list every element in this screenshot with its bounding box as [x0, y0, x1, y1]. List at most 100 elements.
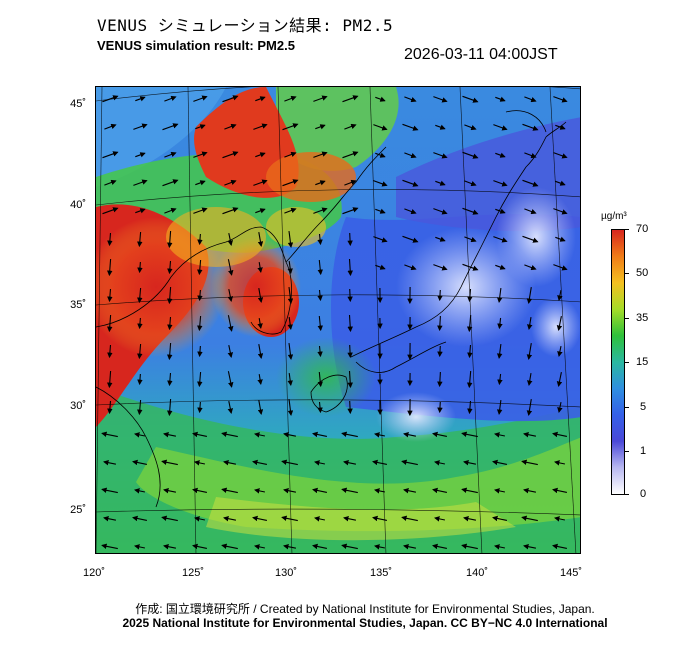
- wind-arrow: [342, 151, 359, 159]
- wind-arrow: [283, 543, 297, 550]
- wind-arrow: [433, 208, 448, 215]
- wind-arrow: [556, 371, 563, 387]
- wind-arrow: [101, 487, 118, 494]
- wind-arrow: [162, 123, 179, 131]
- wind-arrow: [524, 152, 537, 159]
- wind-arrow: [227, 232, 234, 246]
- wind-arrow: [313, 207, 328, 214]
- wind-arrow: [554, 516, 566, 522]
- wind-arrow: [557, 345, 563, 357]
- wind-arrow: [347, 400, 353, 415]
- wind-arrow: [257, 344, 264, 359]
- wind-arrow: [372, 515, 388, 522]
- wind-arrow: [524, 208, 537, 215]
- wind-arrow: [257, 400, 264, 415]
- lon-label-135: 135˚: [369, 567, 393, 579]
- wind-arrow: [527, 373, 533, 386]
- wind-arrow: [312, 431, 328, 438]
- lat-label-45: 45˚: [70, 98, 86, 110]
- wind-arrow: [341, 543, 358, 550]
- wind-arrow: [257, 232, 264, 247]
- wind-arrow: [343, 459, 357, 466]
- wind-arrow: [221, 431, 238, 438]
- wind-arrow: [107, 344, 113, 359]
- wind-arrow: [523, 543, 537, 550]
- wind-arrow: [314, 460, 326, 466]
- wind-arrow: [133, 123, 148, 130]
- wind-arrow: [287, 287, 294, 304]
- wind-arrow: [373, 180, 388, 187]
- wind-arrow: [164, 207, 177, 214]
- wind-arrow: [461, 487, 478, 494]
- wind-arrow: [553, 208, 568, 215]
- wind-arrow: [287, 399, 294, 416]
- wind-arrow: [461, 431, 478, 438]
- wind-arrow: [257, 288, 264, 303]
- wind-arrow: [254, 432, 266, 438]
- wind-arrow: [167, 260, 173, 275]
- wind-arrow: [137, 231, 143, 248]
- wind-arrow: [493, 124, 508, 131]
- wind-arrow: [227, 315, 234, 332]
- wind-arrow: [494, 488, 506, 494]
- wind-arrow: [527, 317, 533, 330]
- wind-arrow: [194, 460, 206, 466]
- wind-arrow: [437, 289, 443, 302]
- wind-arrow: [317, 289, 323, 302]
- wind-arrow: [192, 543, 208, 550]
- colorbar-tick-50: 50: [636, 267, 649, 279]
- wind-arrow: [437, 345, 443, 358]
- colorbar-tick-15: 15: [636, 356, 649, 368]
- wind-arrow: [314, 516, 326, 522]
- copyright-text: 2025 National Institute for Environmenta…: [122, 616, 608, 630]
- colorbar-tick-1: 1: [640, 445, 647, 457]
- wind-arrow: [347, 232, 353, 247]
- wind-arrow: [462, 151, 479, 159]
- wind-arrow: [553, 152, 568, 159]
- wind-arrow: [287, 317, 293, 330]
- wind-arrow: [497, 373, 503, 386]
- wind-arrow: [495, 264, 506, 270]
- wind-arrow: [435, 124, 446, 130]
- wind-arrow: [404, 208, 417, 215]
- lat-label-40: 40˚: [70, 199, 86, 211]
- wind-arrow: [347, 288, 353, 303]
- wind-arrow: [221, 487, 238, 494]
- wind-arrow: [492, 459, 508, 466]
- wind-arrow: [374, 488, 386, 494]
- wind-arrow: [227, 259, 234, 276]
- wind-arrow: [553, 264, 568, 271]
- wind-arrow: [137, 261, 143, 274]
- wind-arrow: [497, 317, 503, 330]
- wind-arrow: [287, 343, 294, 360]
- wind-arrow: [104, 123, 117, 130]
- title-japanese: VENUS シミュレーション結果: PM2.5: [97, 16, 394, 35]
- wind-arrow: [401, 459, 418, 466]
- wind-arrow: [281, 459, 298, 466]
- wind-arrow: [197, 259, 203, 276]
- wind-arrow: [496, 288, 503, 303]
- wind-arrow: [161, 515, 178, 522]
- wind-arrow: [524, 96, 537, 103]
- wind-arrow: [254, 544, 266, 550]
- wind-arrow: [227, 288, 234, 302]
- wind-arrow: [166, 398, 173, 417]
- wind-arrow: [552, 431, 568, 438]
- colorbar: [611, 229, 625, 495]
- wind-arrow: [166, 286, 173, 305]
- wind-arrow: [163, 487, 177, 494]
- wind-arrow: [227, 400, 234, 414]
- wind-arrow: [495, 208, 506, 214]
- wind-arrow: [252, 515, 268, 522]
- wind-arrow: [552, 543, 568, 550]
- wind-arrow: [164, 95, 177, 102]
- wind-arrow: [193, 151, 208, 158]
- wind-arrow: [466, 370, 473, 389]
- credit-text: 作成: 国立環境研究所 / Created by National Instit…: [135, 602, 595, 616]
- wind-arrow: [284, 95, 297, 102]
- wind-arrow: [432, 543, 448, 550]
- wind-arrow: [257, 262, 263, 273]
- wind-arrow: [374, 432, 386, 438]
- wind-arrow: [317, 345, 323, 358]
- wind-arrow: [253, 179, 268, 186]
